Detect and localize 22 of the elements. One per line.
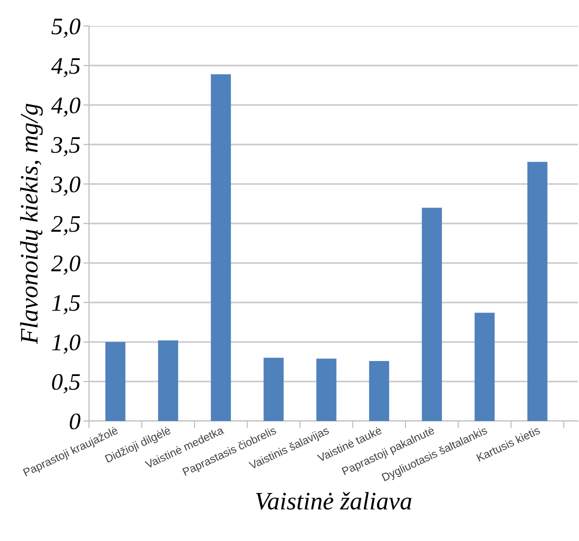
y-axis-title: Flavonoidų kiekis, mg/g xyxy=(20,104,43,344)
y-tick-label: 4,0 xyxy=(51,97,80,117)
bar xyxy=(422,208,442,421)
y-tick-label: 2,0 xyxy=(51,255,80,275)
x-axis-title: Vaistinė žaliava xyxy=(256,492,412,510)
y-tick-label: 0 xyxy=(70,413,80,430)
y-tick-label: 2,5 xyxy=(51,216,80,236)
bar xyxy=(316,358,336,421)
bar xyxy=(474,312,495,421)
y-tick-label: 3,0 xyxy=(51,176,80,196)
y-tick-label: 3,5 xyxy=(51,137,80,156)
bar xyxy=(264,358,284,421)
bar xyxy=(158,340,178,421)
y-tick-label: 1,5 xyxy=(52,295,80,314)
y-tick-label: 0,5 xyxy=(52,374,80,394)
bar xyxy=(369,360,390,421)
bar xyxy=(105,342,126,421)
bar xyxy=(527,162,548,421)
y-tick-label: 1,0 xyxy=(52,334,80,354)
y-tick-label: 4,5 xyxy=(51,58,80,78)
y-tick-label: 5,0 xyxy=(52,18,80,38)
bar xyxy=(210,74,231,421)
